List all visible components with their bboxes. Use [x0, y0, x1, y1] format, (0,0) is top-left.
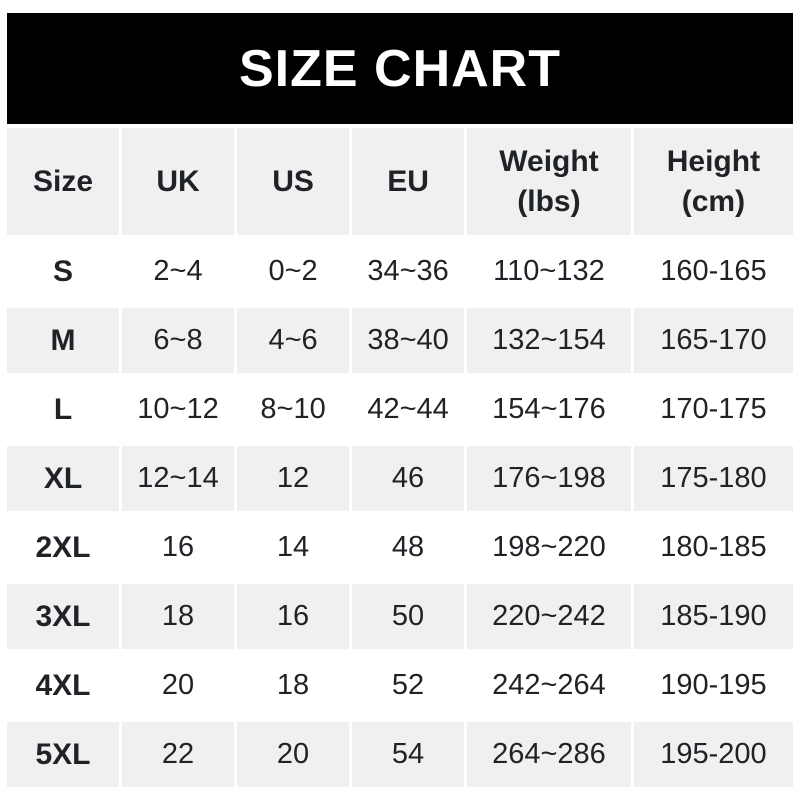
table-row-s: S 2~4 0~2 34~36 110~132 160-165: [7, 239, 793, 304]
weight-cell: 154~176: [467, 377, 631, 442]
height-cell: 185-190: [633, 584, 793, 649]
us-cell: 14: [237, 515, 350, 580]
size-cell: S: [7, 239, 120, 304]
uk-cell: 20: [122, 653, 235, 718]
eu-cell: 52: [352, 653, 465, 718]
title-banner: SIZE CHART: [7, 13, 793, 124]
size-cell: L: [7, 377, 120, 442]
table-row-5xl: 5XL 22 20 54 264~286 195-200: [7, 722, 793, 787]
height-cell: 170-175: [633, 377, 793, 442]
height-cell: 165-170: [633, 308, 793, 373]
height-cell: 160-165: [633, 239, 793, 304]
table-row-m: M 6~8 4~6 38~40 132~154 165-170: [7, 308, 793, 373]
height-cell: 190-195: [633, 653, 793, 718]
us-cell: 20: [237, 722, 350, 787]
size-cell: XL: [7, 446, 120, 511]
column-header-weight: Weight (lbs): [467, 128, 631, 235]
size-cell: 2XL: [7, 515, 120, 580]
eu-cell: 38~40: [352, 308, 465, 373]
eu-cell: 50: [352, 584, 465, 649]
size-chart-table: Size UK US EU Weight (lbs) Height (cm) S…: [4, 124, 796, 791]
table-row-l: L 10~12 8~10 42~44 154~176 170-175: [7, 377, 793, 442]
eu-cell: 34~36: [352, 239, 465, 304]
height-cell: 175-180: [633, 446, 793, 511]
page-title: SIZE CHART: [239, 39, 561, 98]
uk-cell: 2~4: [122, 239, 235, 304]
us-cell: 16: [237, 584, 350, 649]
uk-cell: 10~12: [122, 377, 235, 442]
size-cell: 4XL: [7, 653, 120, 718]
column-header-eu: EU: [352, 128, 465, 235]
us-cell: 12: [237, 446, 350, 511]
weight-cell: 264~286: [467, 722, 631, 787]
eu-cell: 48: [352, 515, 465, 580]
uk-cell: 16: [122, 515, 235, 580]
column-header-us: US: [237, 128, 350, 235]
eu-cell: 42~44: [352, 377, 465, 442]
height-cell: 180-185: [633, 515, 793, 580]
weight-cell: 198~220: [467, 515, 631, 580]
height-cell: 195-200: [633, 722, 793, 787]
us-cell: 4~6: [237, 308, 350, 373]
size-cell: M: [7, 308, 120, 373]
header-row: Size UK US EU Weight (lbs) Height (cm): [7, 128, 793, 235]
column-header-height: Height (cm): [633, 128, 793, 235]
table-row-4xl: 4XL 20 18 52 242~264 190-195: [7, 653, 793, 718]
uk-cell: 22: [122, 722, 235, 787]
table-row-xl: XL 12~14 12 46 176~198 175-180: [7, 446, 793, 511]
eu-cell: 54: [352, 722, 465, 787]
us-cell: 0~2: [237, 239, 350, 304]
weight-cell: 110~132: [467, 239, 631, 304]
weight-cell: 220~242: [467, 584, 631, 649]
uk-cell: 18: [122, 584, 235, 649]
us-cell: 18: [237, 653, 350, 718]
eu-cell: 46: [352, 446, 465, 511]
size-cell: 5XL: [7, 722, 120, 787]
uk-cell: 6~8: [122, 308, 235, 373]
uk-cell: 12~14: [122, 446, 235, 511]
us-cell: 8~10: [237, 377, 350, 442]
weight-cell: 242~264: [467, 653, 631, 718]
column-header-size: Size: [7, 128, 120, 235]
weight-cell: 176~198: [467, 446, 631, 511]
size-cell: 3XL: [7, 584, 120, 649]
column-header-uk: UK: [122, 128, 235, 235]
table-row-3xl: 3XL 18 16 50 220~242 185-190: [7, 584, 793, 649]
weight-cell: 132~154: [467, 308, 631, 373]
table-row-2xl: 2XL 16 14 48 198~220 180-185: [7, 515, 793, 580]
